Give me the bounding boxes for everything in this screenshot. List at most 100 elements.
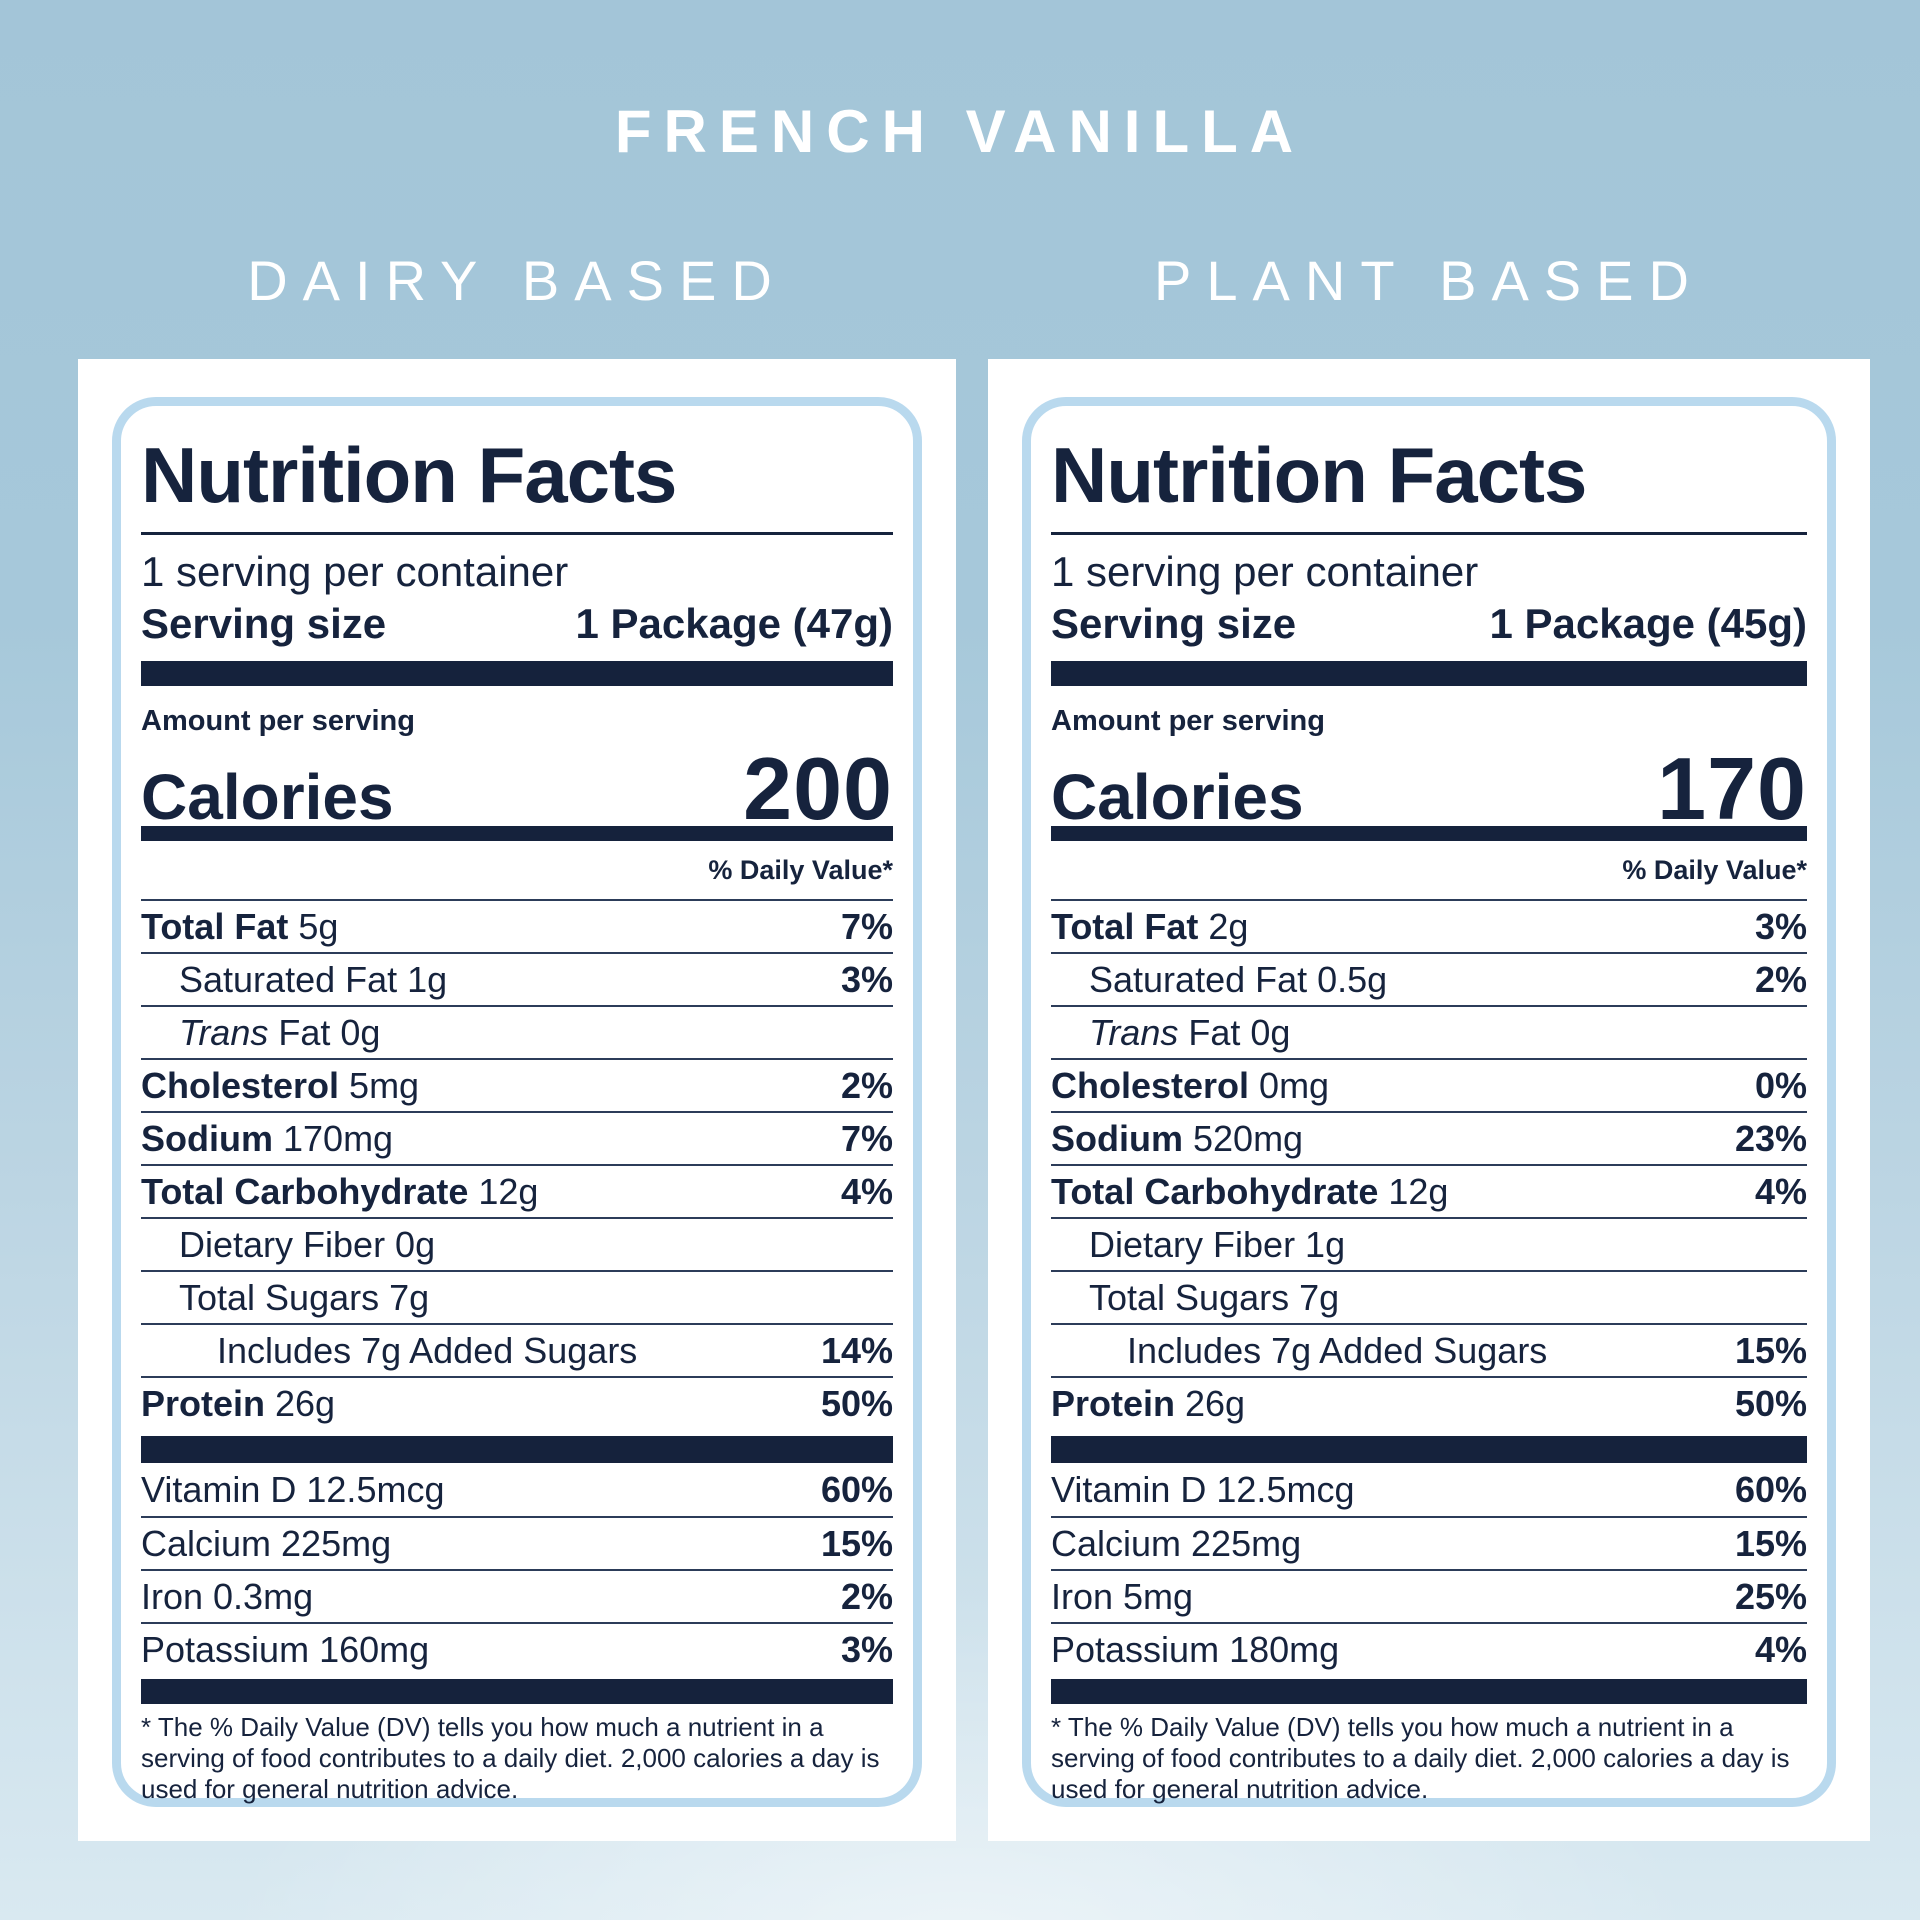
daily-value-percent: 3%: [1754, 905, 1807, 947]
vitamin-rows: Vitamin D 12.5mcg 60% Calcium 225mg 15% Iron…: [1051, 1463, 1807, 1675]
label-border-panel: Nutrition Facts 1 serving per container …: [112, 397, 922, 1807]
divider-bar-thick: [1051, 1679, 1807, 1704]
nutrient-name: Total Carbohydrate 12g: [1051, 1170, 1449, 1212]
serving-size-label: Serving size: [141, 600, 387, 647]
serving-size-value: 1 Package (45g): [1489, 600, 1807, 647]
nutrient-row: Iron 0.3mg 2%: [141, 1569, 893, 1622]
servings-per-container: 1 serving per container: [1051, 548, 1479, 595]
daily-value-percent: 60%: [1734, 1468, 1807, 1510]
nutrient-name: Protein 26g: [1051, 1382, 1246, 1424]
nutrient-name: Cholesterol 0mg: [1051, 1064, 1330, 1106]
calories-value: 200: [743, 739, 893, 838]
amount-per-serving-label: Amount per serving: [1051, 705, 1325, 737]
divider-bar-thin: [1051, 826, 1807, 841]
amount-per-serving-label: Amount per serving: [141, 705, 415, 737]
serving-size-value: 1 Package (47g): [575, 600, 893, 647]
nutrient-name: Trans Fat 0g: [1089, 1011, 1291, 1053]
label-title: Nutrition Facts: [141, 431, 677, 519]
divider-bar-thick: [141, 661, 893, 686]
nutrient-row: Protein 26g 50%: [141, 1376, 893, 1429]
nutrient-name: Calcium 225mg: [141, 1522, 392, 1564]
title-divider: [141, 532, 893, 535]
nutrient-name: Sodium 170mg: [141, 1117, 394, 1159]
daily-value-percent: 2%: [840, 1575, 893, 1617]
daily-value-percent: 2%: [840, 1064, 893, 1106]
daily-value-percent: 60%: [820, 1468, 893, 1510]
divider-bar-thick: [141, 1679, 893, 1704]
label-border-panel: Nutrition Facts 1 serving per container …: [1022, 397, 1836, 1807]
nutrient-row: Total Carbohydrate 12g 4%: [1051, 1164, 1807, 1217]
nutrient-name: Total Carbohydrate 12g: [141, 1170, 539, 1212]
nutrient-row: Dietary Fiber 0g: [141, 1217, 893, 1270]
nutrient-name: Sodium 520mg: [1051, 1117, 1304, 1159]
daily-value-percent: 3%: [840, 1628, 893, 1670]
daily-value-percent: 7%: [840, 1117, 893, 1159]
daily-value-percent: 7%: [840, 905, 893, 947]
nutrient-name: Total Sugars 7g: [179, 1276, 430, 1318]
nutrient-row: Potassium 160mg 3%: [141, 1622, 893, 1675]
nutrient-rows: Total Fat 5g 7% Saturated Fat 1g 3% Trans Fa…: [141, 899, 893, 1429]
column-heading-dairy: DAIRY BASED: [247, 249, 787, 312]
nutrient-row: Total Fat 2g 3%: [1051, 899, 1807, 952]
daily-value-percent: 23%: [1734, 1117, 1807, 1159]
daily-value-percent: 50%: [820, 1382, 893, 1424]
daily-value-percent: 3%: [840, 958, 893, 1000]
nutrient-row: Trans Fat 0g: [1051, 1005, 1807, 1058]
nutrient-row: Saturated Fat 1g 3%: [141, 952, 893, 1005]
nutrient-rows: Total Fat 2g 3% Saturated Fat 0.5g 2% Trans …: [1051, 899, 1807, 1429]
daily-value-percent: 14%: [820, 1329, 893, 1371]
nutrient-name: Iron 5mg: [1051, 1575, 1194, 1617]
nutrient-name: Saturated Fat 1g: [179, 958, 448, 1000]
label-title: Nutrition Facts: [1051, 431, 1587, 519]
nutrient-row: Calcium 225mg 15%: [1051, 1516, 1807, 1569]
nutrient-row: Total Sugars 7g: [1051, 1270, 1807, 1323]
daily-value-footnote: * The % Daily Value (DV) tells you how m…: [1051, 1712, 1790, 1804]
nutrient-name: Total Fat 5g: [141, 905, 339, 947]
nutrient-name: Includes 7g Added Sugars: [217, 1329, 638, 1371]
nutrient-name: Saturated Fat 0.5g: [1089, 958, 1388, 1000]
nutrient-name: Total Fat 2g: [1051, 905, 1249, 947]
column-heading-plant: PLANT BASED: [1154, 249, 1704, 312]
nutrient-row: Total Sugars 7g: [141, 1270, 893, 1323]
nutrient-name: Includes 7g Added Sugars: [1127, 1329, 1548, 1371]
daily-value-percent: 2%: [1754, 958, 1807, 1000]
nutrient-row: Calcium 225mg 15%: [141, 1516, 893, 1569]
serving-size-row: Serving size 1 Package (45g): [1051, 601, 1807, 647]
calories-row: Calories 170: [1051, 738, 1807, 838]
nutrient-name: Calcium 225mg: [1051, 1522, 1302, 1564]
nutrient-name: Total Sugars 7g: [1089, 1276, 1340, 1318]
serving-size-label: Serving size: [1051, 600, 1297, 647]
calories-value: 170: [1657, 739, 1807, 838]
servings-per-container: 1 serving per container: [141, 548, 569, 595]
daily-value-percent: 4%: [1754, 1170, 1807, 1212]
divider-bar-thick: [141, 1436, 893, 1463]
daily-value-percent: 0%: [1754, 1064, 1807, 1106]
nutrient-row: Protein 26g 50%: [1051, 1376, 1807, 1429]
daily-value-percent: 4%: [840, 1170, 893, 1212]
nutrient-row: Trans Fat 0g: [141, 1005, 893, 1058]
divider-bar-thick: [1051, 661, 1807, 686]
nutrient-row: Dietary Fiber 1g: [1051, 1217, 1807, 1270]
nutrient-name: Vitamin D 12.5mcg: [141, 1468, 445, 1510]
daily-value-percent: 15%: [1734, 1522, 1807, 1564]
nutrient-row: Total Carbohydrate 12g 4%: [141, 1164, 893, 1217]
nutrient-name: Vitamin D 12.5mcg: [1051, 1468, 1355, 1510]
calories-label: Calories: [1051, 761, 1304, 833]
nutrient-row: Sodium 170mg 7%: [141, 1111, 893, 1164]
vitamin-rows: Vitamin D 12.5mcg 60% Calcium 225mg 15% Iron…: [141, 1463, 893, 1675]
nutrient-name: Potassium 180mg: [1051, 1628, 1340, 1670]
nutrient-row: Cholesterol 5mg 2%: [141, 1058, 893, 1111]
daily-value-header: % Daily Value*: [1622, 855, 1807, 885]
daily-value-header: % Daily Value*: [708, 855, 893, 885]
nutrient-row: Total Fat 5g 7%: [141, 899, 893, 952]
nutrient-name: Dietary Fiber 1g: [1089, 1223, 1346, 1265]
daily-value-percent: 4%: [1754, 1628, 1807, 1670]
nutrient-row: Potassium 180mg 4%: [1051, 1622, 1807, 1675]
nutrient-row: Vitamin D 12.5mcg 60%: [141, 1463, 893, 1516]
daily-value-percent: 25%: [1734, 1575, 1807, 1617]
nutrition-label-dairy: Nutrition Facts 1 serving per container …: [78, 359, 956, 1841]
nutrient-row: Sodium 520mg 23%: [1051, 1111, 1807, 1164]
page-title: FRENCH VANILLA: [614, 98, 1306, 165]
nutrient-name: Cholesterol 5mg: [141, 1064, 420, 1106]
divider-bar-thick: [1051, 1436, 1807, 1463]
